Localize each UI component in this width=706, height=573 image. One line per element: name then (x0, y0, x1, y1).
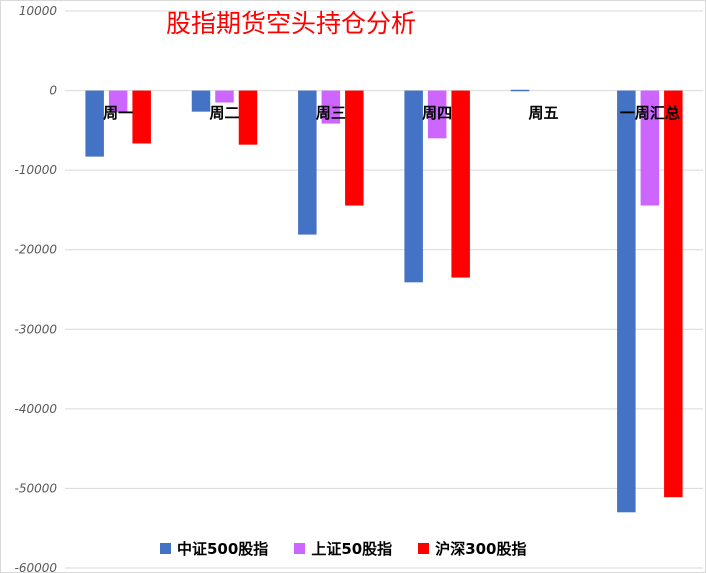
x-category-label: 周五 (528, 104, 558, 122)
y-tick-label: 0 (49, 84, 57, 98)
x-category-label: 周三 (316, 104, 346, 122)
bar (345, 90, 364, 206)
bar (238, 90, 258, 145)
bar (321, 90, 341, 124)
y-tick-label: -20000 (14, 243, 57, 257)
bar (640, 90, 660, 206)
bar (298, 90, 317, 235)
x-category-label: 周二 (209, 104, 239, 122)
bar (85, 90, 104, 157)
legend-item-sse50[interactable]: 上证50股指 (294, 538, 392, 559)
y-tick-label: -30000 (14, 322, 57, 336)
legend-swatch-red (418, 543, 430, 554)
bar (132, 90, 151, 144)
bar (510, 89, 530, 92)
legend-swatch-purple (294, 543, 306, 554)
legend-label: 沪深300股指 (435, 540, 527, 558)
bar (664, 90, 683, 498)
bar (404, 90, 423, 283)
y-tick-label: -60000 (14, 561, 57, 573)
x-category-label: 周四 (422, 104, 452, 122)
y-tick-label: -50000 (14, 481, 57, 495)
bar (215, 90, 234, 103)
legend-item-csi500[interactable]: 中证500股指 (160, 538, 268, 559)
legend-swatch-blue (160, 543, 171, 554)
chart-title: 股指期货空头持仓分析 (166, 9, 417, 38)
bar (451, 90, 470, 278)
x-category-label: 周一 (103, 104, 133, 122)
bar (617, 90, 636, 513)
y-tick-label: -40000 (14, 402, 57, 416)
bar (427, 90, 447, 139)
bar (191, 90, 211, 112)
chart-legend: 中证500股指 上证50股指 沪深300股指 (160, 538, 527, 559)
legend-item-csi300[interactable]: 沪深300股指 (418, 538, 527, 559)
legend-label: 上证50股指 (311, 540, 393, 558)
legend-label: 中证500股指 (177, 540, 269, 558)
x-category-label: 一周汇总 (620, 104, 680, 122)
y-tick-label: 10000 (19, 4, 58, 18)
bar (108, 90, 128, 113)
y-tick-label: -10000 (14, 163, 57, 177)
